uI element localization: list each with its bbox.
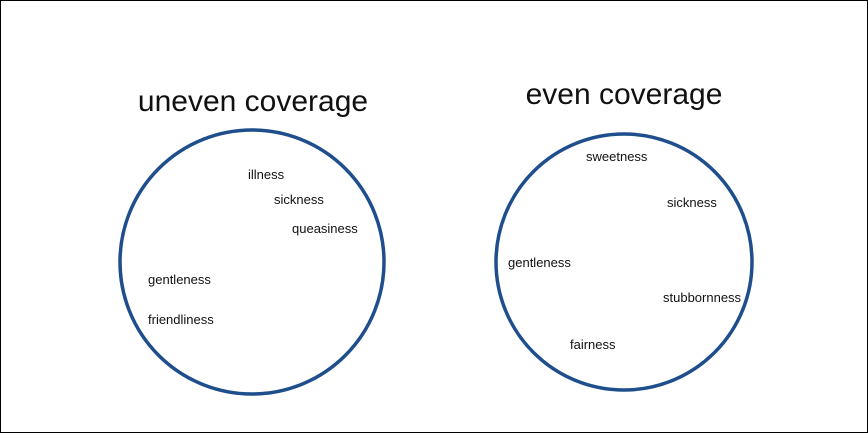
word-friendliness: friendliness xyxy=(148,312,214,327)
word-stubbornness: stubbornness xyxy=(663,290,742,305)
word-fairness: fairness xyxy=(570,337,616,352)
word-sweetness: sweetness xyxy=(586,149,648,164)
word-gentleness: gentleness xyxy=(148,272,211,287)
uneven-coverage-circle xyxy=(118,128,386,396)
word-sickness: sickness xyxy=(667,195,717,210)
even-coverage-panel: even coverage sweetness sickness gentlen… xyxy=(494,78,754,392)
word-gentleness: gentleness xyxy=(508,255,571,270)
even-coverage-title: even coverage xyxy=(526,78,723,111)
word-sickness: sickness xyxy=(274,192,324,207)
uneven-coverage-title: uneven coverage xyxy=(138,85,368,118)
word-illness: illness xyxy=(248,167,285,182)
even-coverage-circle xyxy=(494,132,754,392)
word-queasiness: queasiness xyxy=(292,221,358,236)
uneven-coverage-panel: uneven coverage illness sickness queasin… xyxy=(118,85,386,396)
